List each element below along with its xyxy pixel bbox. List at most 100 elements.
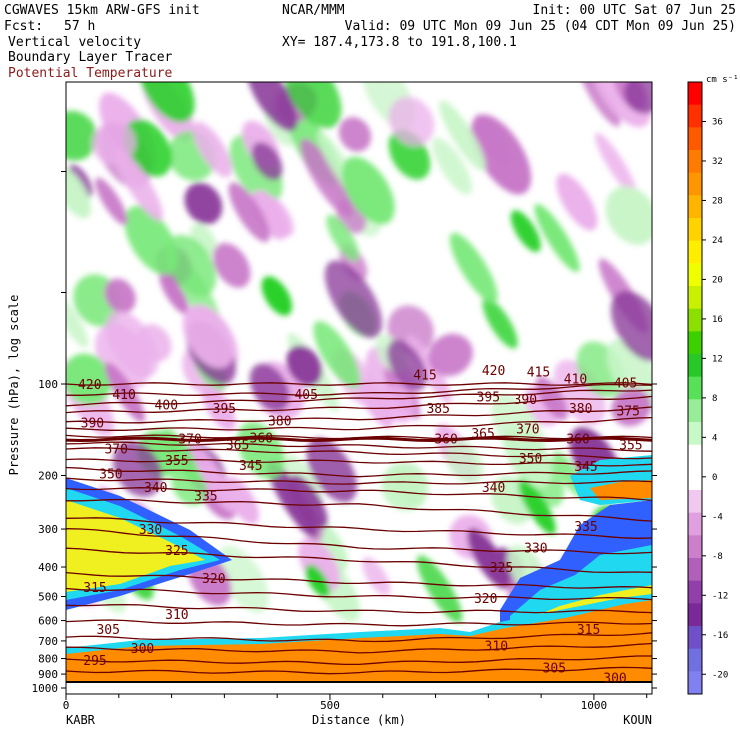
theta-label: 330 — [139, 523, 162, 538]
colorbar-tick-label: 20 — [712, 275, 723, 285]
header-field-bl-tracer: Boundary Layer Tracer — [8, 50, 173, 65]
theta-label: 390 — [81, 417, 104, 432]
theta-contour-line — [66, 383, 652, 396]
theta-label: 305 — [96, 623, 119, 638]
vv-cell — [66, 292, 89, 348]
theta-label: 365 — [226, 438, 249, 453]
colorbar-tick-label: 8 — [712, 394, 717, 404]
theta-label: 350 — [519, 452, 542, 467]
theta-contour-labels: 420 410 400 395 405 390 380 415 420 415 410 405 385 3… — [78, 364, 643, 687]
colorbar-swatch — [688, 150, 702, 174]
colorbar-swatch — [688, 240, 702, 264]
x-tick-label: 500 — [320, 699, 340, 712]
vv-cell — [326, 214, 360, 262]
theta-label: 310 — [165, 608, 188, 623]
vv-cell — [605, 186, 652, 245]
colorbar-tick-label: 16 — [712, 315, 723, 325]
theta-label: 340 — [482, 481, 505, 496]
theta-label: 385 — [426, 402, 449, 417]
colorbar-tick-label: 0 — [712, 473, 717, 483]
theta-contour-line — [66, 447, 652, 460]
colorbar-swatch — [688, 603, 702, 627]
theta-contour-line — [66, 666, 652, 675]
theta-label: 325 — [490, 561, 513, 576]
theta-label: 330 — [524, 542, 547, 557]
vv-cell — [267, 460, 318, 537]
colorbar-tick-label: -8 — [712, 552, 723, 562]
terrain-below — [66, 682, 652, 694]
vv-cell — [246, 82, 298, 132]
colorbar-swatch — [688, 286, 702, 310]
vv-cell — [510, 210, 541, 252]
vv-cell — [264, 196, 294, 237]
colorbar-swatch — [688, 263, 702, 287]
vv-cell — [92, 121, 137, 165]
theta-label: 370 — [516, 422, 539, 437]
colorbar-swatch — [688, 331, 702, 355]
theta-label: 345 — [574, 460, 597, 475]
vv-cell — [387, 340, 427, 391]
vv-cell — [228, 182, 270, 242]
vv-cell — [416, 555, 463, 623]
theta-label: 395 — [477, 391, 500, 406]
y-tick-label: 300 — [38, 523, 58, 536]
colorbar-tick-label: -20 — [712, 670, 728, 680]
theta-contour-line — [66, 655, 652, 666]
vv-cell — [358, 378, 394, 429]
vv-cell — [184, 182, 223, 225]
theta-contour-line — [66, 389, 652, 407]
theta-label: 325 — [165, 544, 188, 559]
theta-label: 405 — [614, 377, 637, 392]
theta-contour-line — [66, 382, 652, 386]
vv-cell — [213, 243, 251, 288]
y-tick-label: 900 — [38, 668, 58, 681]
theta-label: 320 — [202, 572, 225, 587]
y-tick-label: 700 — [38, 635, 58, 648]
colorbar-tick-label: 4 — [712, 433, 717, 443]
y-axis-label: Pressure (hPa), log scale — [7, 295, 21, 476]
theta-label: 305 — [543, 661, 566, 676]
endpoint-right: KOUN — [623, 713, 652, 727]
vv-cell — [338, 117, 372, 152]
colorbar-swatch — [688, 671, 702, 695]
header-field-theta: Potential Temperature — [8, 66, 173, 81]
theta-contours — [66, 382, 652, 675]
theta-label: 350 — [99, 468, 122, 483]
vv-cell — [66, 110, 98, 161]
vv-cell — [165, 234, 217, 297]
vv-cell — [362, 557, 391, 596]
vv-cell — [432, 137, 472, 195]
theta-label: 415 — [527, 366, 550, 381]
header-fcst-value: 57 h — [64, 19, 95, 34]
vv-cell — [124, 205, 179, 275]
theta-contour-line — [66, 466, 652, 478]
colorbar-swatch — [688, 467, 702, 491]
colorbar-swatch — [688, 422, 702, 446]
vv-cell — [518, 479, 556, 535]
theta-label: 355 — [619, 438, 642, 453]
theta-contour-line — [66, 517, 652, 539]
vv-cell — [249, 363, 290, 412]
x-tick-label: 1000 — [581, 699, 608, 712]
colorbar-swatch — [688, 399, 702, 423]
theta-label: 420 — [78, 378, 101, 393]
vv-cell — [534, 203, 580, 273]
colorbar-swatch — [688, 104, 702, 128]
vv-cell — [407, 335, 452, 403]
theta-contour-line — [66, 547, 652, 574]
colorbar: 36 32 28 24 20 16 12 8 4 0 -4 -8 -12 -16 -20 — [687, 81, 728, 695]
vv-cell — [182, 305, 235, 369]
theta-label: 365 — [471, 427, 494, 442]
theta-label: 295 — [83, 654, 106, 669]
vv-cell — [300, 138, 353, 218]
theta-contour-line — [66, 498, 652, 522]
theta-label: 405 — [294, 388, 317, 403]
vv-cell — [68, 164, 93, 198]
vv-cell — [439, 100, 486, 171]
header-xy: XY= 187.4,173.8 to 191.8,100.1 — [282, 35, 517, 50]
vv-cell — [66, 165, 92, 219]
theta-label: 300 — [603, 672, 626, 687]
vv-cell — [192, 121, 233, 178]
colorbar-swatch — [688, 195, 702, 219]
